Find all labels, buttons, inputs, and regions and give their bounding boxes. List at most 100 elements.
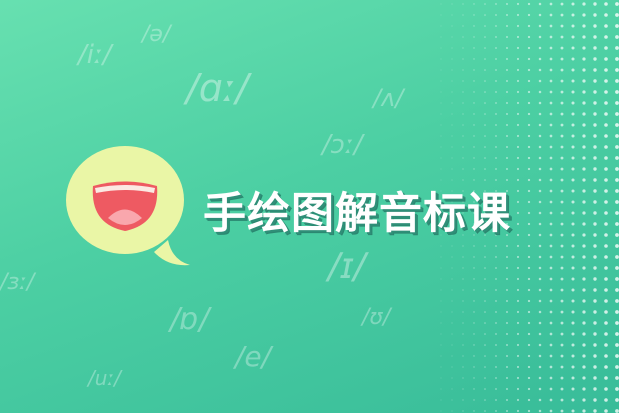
- pattern-dot: [571, 35, 575, 39]
- pattern-dot: [495, 322, 497, 324]
- pattern-dot: [440, 388, 442, 390]
- pattern-dot: [549, 321, 553, 325]
- pattern-dot: [527, 2, 531, 6]
- pattern-dot: [527, 387, 531, 391]
- pattern-dot: [473, 157, 475, 159]
- pattern-dot: [462, 102, 464, 104]
- pattern-dot: [516, 2, 520, 6]
- pattern-dot: [440, 25, 442, 27]
- pattern-dot: [549, 57, 553, 61]
- pattern-dot: [571, 409, 575, 413]
- pattern-dot: [582, 13, 586, 17]
- pattern-dot: [538, 123, 542, 127]
- pattern-dot: [582, 24, 586, 28]
- pattern-dot: [560, 79, 564, 83]
- pattern-dot: [440, 289, 442, 291]
- pattern-dot: [604, 112, 608, 116]
- pattern-dot: [473, 102, 475, 104]
- pattern-dot: [516, 233, 520, 237]
- pattern-dot: [582, 145, 586, 149]
- pattern-dot: [560, 288, 564, 292]
- pattern-dot: [506, 124, 508, 126]
- pattern-dot: [473, 80, 475, 82]
- pattern-dot: [571, 79, 575, 83]
- pattern-dot: [527, 13, 531, 17]
- pattern-dot: [495, 278, 497, 280]
- pattern-dot: [560, 387, 564, 391]
- pattern-dot: [484, 135, 486, 137]
- pattern-dot: [451, 289, 453, 291]
- pattern-dot: [484, 300, 486, 302]
- pattern-dot: [440, 69, 442, 71]
- pattern-dot: [560, 233, 564, 237]
- pattern-dot: [549, 101, 553, 105]
- pattern-dot: [615, 332, 619, 336]
- pattern-dot: [462, 69, 464, 71]
- pattern-dot: [560, 68, 564, 72]
- pattern-dot: [451, 267, 453, 269]
- pattern-dot: [527, 398, 531, 402]
- pattern-dot: [538, 222, 542, 226]
- pattern-dot: [527, 101, 531, 105]
- pattern-dot: [516, 178, 520, 182]
- pattern-dot: [451, 355, 453, 357]
- pattern-dot: [440, 179, 442, 181]
- pattern-dot: [495, 289, 497, 291]
- pattern-dot: [527, 145, 531, 149]
- pattern-dot: [451, 344, 453, 346]
- pattern-dot: [538, 178, 542, 182]
- pattern-dot: [527, 310, 531, 314]
- pattern-dot: [440, 311, 442, 313]
- pattern-dot: [593, 35, 597, 39]
- pattern-dot: [571, 101, 575, 105]
- pattern-dot: [516, 321, 520, 325]
- pattern-dot: [473, 245, 475, 247]
- pattern-dot: [582, 200, 586, 204]
- pattern-dot: [582, 332, 586, 336]
- pattern-dot: [462, 124, 464, 126]
- pattern-dot: [473, 234, 475, 236]
- pattern-dot: [549, 178, 553, 182]
- pattern-dot: [473, 69, 475, 71]
- pattern-dot: [615, 24, 619, 28]
- pattern-dot: [593, 24, 597, 28]
- pattern-dot: [484, 58, 486, 60]
- pattern-dot: [615, 145, 619, 149]
- pattern-dot: [495, 91, 497, 93]
- pattern-dot: [516, 13, 520, 17]
- pattern-dot: [473, 168, 475, 170]
- pattern-dot: [593, 123, 597, 127]
- pattern-dot: [462, 47, 464, 49]
- pattern-dot: [560, 123, 564, 127]
- pattern-dot: [593, 101, 597, 105]
- pattern-dot: [440, 223, 442, 225]
- pattern-dot: [582, 376, 586, 380]
- pattern-dot: [582, 244, 586, 248]
- pattern-dot: [538, 409, 542, 413]
- pattern-dot: [473, 124, 475, 126]
- pattern-dot: [506, 278, 508, 280]
- pattern-dot: [451, 377, 453, 379]
- pattern-dot: [495, 245, 497, 247]
- pattern-dot: [593, 178, 597, 182]
- pattern-dot: [571, 244, 575, 248]
- pattern-dot: [582, 178, 586, 182]
- pattern-dot: [527, 189, 531, 193]
- pattern-dot: [538, 79, 542, 83]
- pattern-dot: [615, 211, 619, 215]
- pattern-dot: [582, 310, 586, 314]
- pattern-dot: [571, 354, 575, 358]
- pattern-dot: [440, 399, 442, 401]
- pattern-dot: [462, 333, 464, 335]
- pattern-dot: [560, 101, 564, 105]
- pattern-dot: [549, 35, 553, 39]
- pattern-dot: [615, 35, 619, 39]
- pattern-dot: [593, 90, 597, 94]
- pattern-dot: [582, 90, 586, 94]
- pattern-dot: [549, 13, 553, 17]
- pattern-dot: [604, 321, 608, 325]
- pattern-dot: [604, 90, 608, 94]
- pattern-dot: [462, 36, 464, 38]
- pattern-dot: [538, 112, 542, 116]
- pattern-dot: [615, 2, 619, 6]
